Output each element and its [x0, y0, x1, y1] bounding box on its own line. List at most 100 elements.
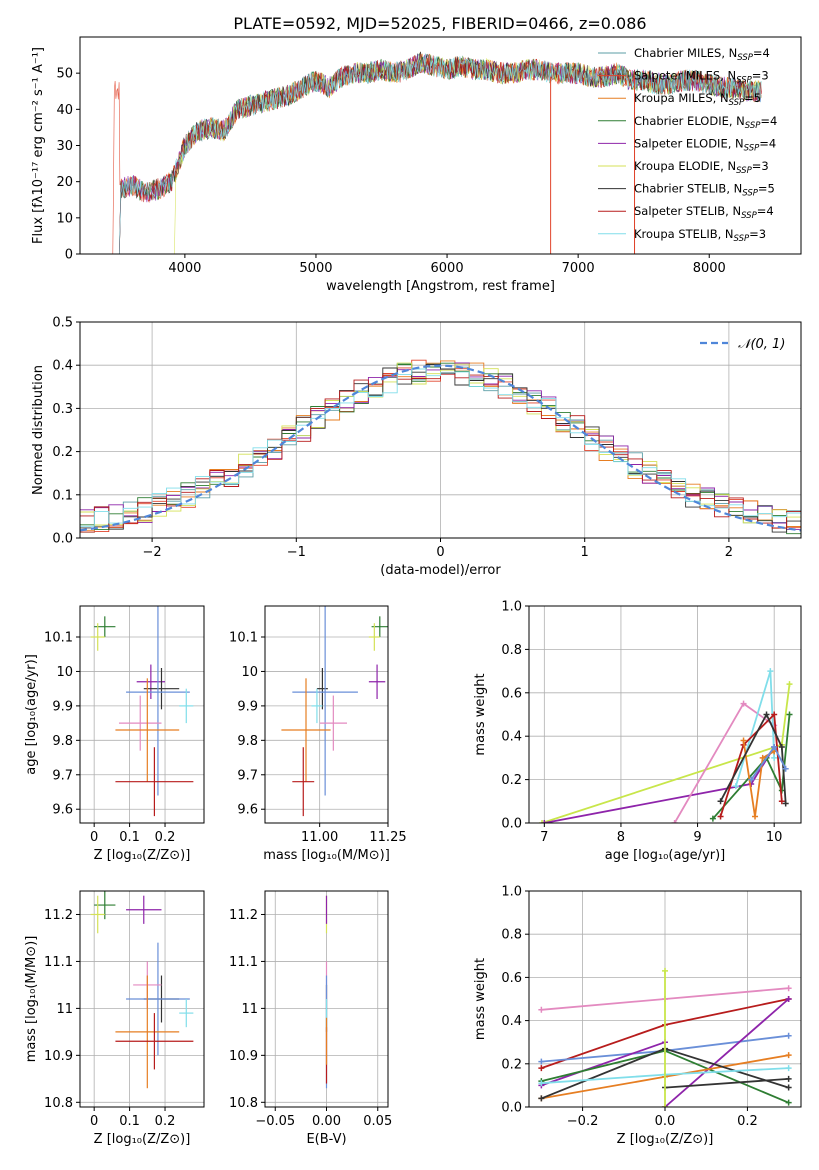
legend-label: 𝒩(0, 1)	[738, 337, 785, 352]
weight-marker	[662, 967, 668, 974]
grid	[265, 606, 389, 823]
weight-marker	[538, 1080, 545, 1087]
y-tick-label: 10.9	[229, 1049, 258, 1064]
weight-marker	[767, 668, 774, 675]
y-tick-label: 10.8	[44, 1096, 73, 1111]
plot-area	[538, 967, 792, 1107]
x-tick-label: 0.00	[312, 1114, 341, 1129]
residual-histogram-4	[80, 362, 801, 531]
weight-marker	[539, 820, 546, 823]
y-tick-label: 10	[241, 665, 258, 680]
weight-marker	[786, 681, 793, 688]
weight-marker	[778, 744, 785, 751]
weight-marker	[748, 776, 755, 783]
x-axis-label: Z [log₁₀(Z/Z⊙)]	[94, 1132, 191, 1147]
x-tick-label: 7000	[562, 261, 595, 276]
legend-label-8: Kroupa STELIB, NSSP=3	[634, 227, 766, 244]
x-tick-label: 6000	[431, 261, 464, 276]
y-tick-label: 0.8	[501, 928, 522, 943]
x-tick-label: 2	[725, 545, 733, 560]
x-tick-label: −0.05	[255, 1114, 295, 1129]
weight-line-4	[712, 714, 791, 820]
axes-frame	[79, 890, 205, 1108]
y-tick-label: 0	[65, 248, 73, 263]
x-axis-label: (data-model)/error	[380, 563, 501, 578]
weight-marker	[662, 1104, 668, 1107]
y-tick-label: 10	[56, 665, 73, 680]
weight-marker	[785, 985, 792, 992]
x-tick-label: −2	[143, 545, 162, 560]
axes-frame	[79, 321, 802, 539]
weight-marker	[671, 820, 678, 823]
axes-frame	[264, 605, 389, 824]
axes-frame	[79, 605, 205, 824]
figure-title: PLATE=0592, MJD=52025, FIBERID=0466, z=0…	[233, 14, 646, 33]
plot-area	[80, 359, 801, 535]
y-tick-label: 9.8	[237, 734, 258, 749]
x-tick-label: 1	[581, 545, 589, 560]
y-axis-label: mass weight	[473, 673, 488, 755]
y-tick-label: 11.2	[44, 908, 73, 923]
weight-marker	[785, 996, 792, 1002]
y-tick-label: 9.6	[52, 803, 73, 818]
legend-label-4: Salpeter ELODIE, NSSP=4	[634, 136, 776, 153]
weight-marker	[785, 1099, 792, 1106]
y-tick-label: 1.0	[501, 885, 522, 900]
y-tick-label: 0.4	[501, 1014, 522, 1029]
y-tick-label: 0.6	[501, 686, 522, 701]
residual-histogram-8	[80, 368, 801, 527]
plot-area	[90, 606, 194, 817]
axes-age_vs_mass: 11.00 11.25 9.6 9.7 9.8 9.9 10 10.1 mass [log₁₀(…	[229, 605, 407, 863]
weight-marker	[541, 820, 548, 823]
weight-marker	[785, 1052, 792, 1059]
y-tick-label: 0.8	[501, 643, 522, 658]
axes-frame	[79, 36, 802, 255]
axes-frame	[264, 890, 389, 1108]
x-tick-label: 9	[693, 830, 701, 845]
x-axis-label: wavelength [Angstrom, rest frame]	[326, 279, 555, 294]
legend-label-0: Chabrier MILES, NSSP=4	[634, 46, 770, 63]
y-tick-label: 9.7	[52, 768, 73, 783]
weight-marker	[785, 1065, 792, 1072]
x-axis-label: Z [log₁₀(Z/Z⊙)]	[94, 848, 191, 863]
weight-marker	[785, 1075, 792, 1082]
weight-line-3	[780, 683, 791, 746]
weight-marker	[732, 783, 739, 790]
y-tick-label: 0.2	[501, 773, 522, 788]
y-tick-label: 30	[56, 139, 73, 154]
y-tick-label: 11	[241, 1002, 258, 1017]
weight-marker	[778, 798, 785, 805]
weight-marker	[538, 1006, 545, 1013]
weight-marker	[717, 813, 724, 820]
y-tick-label: 10	[56, 211, 73, 226]
x-tick-label: −0.2	[567, 1114, 599, 1129]
grid	[80, 606, 204, 823]
weight-marker	[538, 1095, 545, 1102]
weight-marker	[740, 737, 747, 744]
weight-marker	[782, 800, 789, 807]
x-tick-label: 0	[90, 830, 98, 845]
x-tick-label: 0.1	[119, 1114, 140, 1129]
weight-line-0	[541, 744, 783, 823]
plot-area	[90, 891, 194, 1089]
weight-marker	[782, 765, 789, 772]
plot-area	[539, 668, 793, 823]
x-tick-label: 0	[90, 1114, 98, 1129]
axes-weight_vs_Z: −0.2 0.0 0.2 0.0 0.2 0.4 0.6 0.8 1.0 Z [log₁₀(Z/Z…	[473, 885, 802, 1147]
weight-marker	[717, 798, 724, 805]
y-tick-label: 0.0	[501, 1101, 522, 1116]
y-tick-label: 11.1	[229, 955, 258, 970]
x-tick-label: 8	[617, 830, 625, 845]
y-axis-label: Normed distribution	[31, 365, 46, 495]
y-tick-label: 11	[56, 1002, 73, 1017]
x-axis-label: age [log₁₀(age/yr)]	[605, 848, 726, 863]
y-tick-label: 10.8	[229, 1096, 258, 1111]
weight-line-3	[541, 1041, 666, 1087]
x-axis-label: mass [log₁₀(M/M⊙)]	[263, 848, 390, 863]
x-tick-label: 7	[540, 830, 548, 845]
weight-marker	[771, 744, 778, 751]
residual-histogram-7	[80, 373, 801, 529]
weight-marker	[740, 700, 747, 707]
y-tick-label: 0.5	[52, 316, 73, 331]
axes-frame	[528, 890, 802, 1108]
